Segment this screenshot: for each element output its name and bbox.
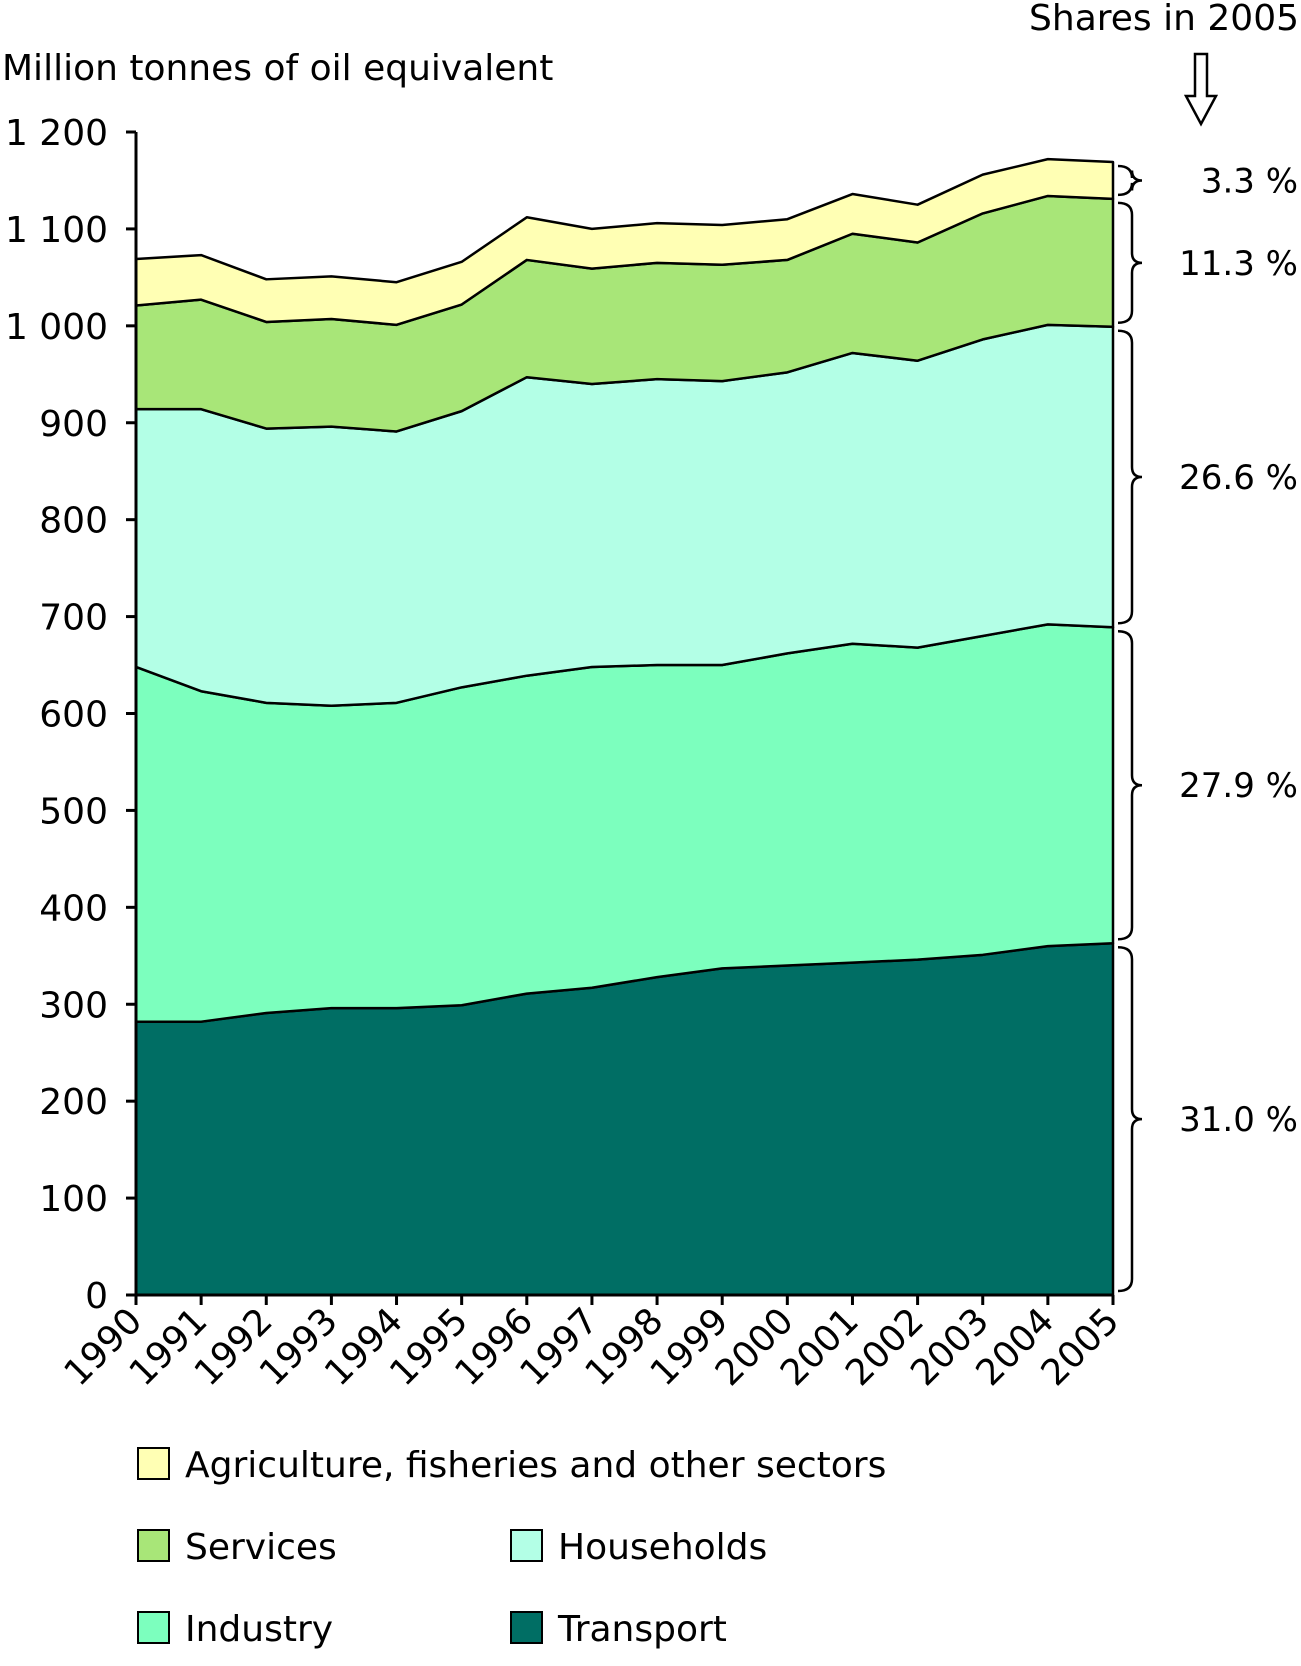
area-agriculture-fisheries-and-other-sectors (134, 157, 1115, 327)
legend-swatch-services (137, 1529, 170, 1562)
y-tick-label: 400 (39, 888, 108, 929)
x-tick-label: 2005 (1034, 1300, 1128, 1394)
shares-in-2005-title: Shares in 2005 (1029, 0, 1299, 39)
share-label-transport: 31.0 % (1179, 1100, 1298, 1140)
y-tick-label: 500 (39, 791, 108, 832)
y-tick-label: 700 (39, 598, 108, 639)
share-label-industry: 27.9 % (1179, 766, 1298, 806)
legend-label-services: Services (185, 1527, 337, 1568)
y-tick-label: 1 000 (5, 307, 108, 348)
legend-label-agriculture-fisheries-and-other-sectors: Agriculture, fisheries and other sectors (185, 1445, 886, 1486)
y-tick-label: 800 (39, 501, 108, 542)
share-brace-households (1117, 329, 1143, 625)
y-tick-label: 200 (39, 1082, 108, 1123)
share-brace-transport (1117, 945, 1143, 1293)
legend-swatch-households (510, 1529, 543, 1562)
legend-label-industry: Industry (185, 1609, 333, 1650)
y-tick-label: 1 100 (5, 210, 108, 251)
legend-label-transport: Transport (557, 1609, 727, 1650)
y-tick-label: 900 (39, 404, 108, 445)
y-axis-title: Million tonnes of oil equivalent (2, 48, 553, 89)
share-brace-services (1117, 201, 1143, 325)
y-tick-label: 0 (85, 1276, 108, 1317)
legend-swatch-agriculture-fisheries-and-other-sectors (137, 1447, 170, 1480)
y-tick-label: 100 (39, 1179, 108, 1220)
legend-label-households: Households (558, 1527, 767, 1568)
shares-arrow-icon (1183, 52, 1219, 127)
share-label-households: 26.6 % (1179, 458, 1298, 498)
y-tick-label: 600 (39, 695, 108, 736)
legend-swatch-industry (137, 1611, 170, 1644)
legend-swatch-transport (510, 1611, 543, 1644)
share-brace-agriculture-fisheries-and-other-sectors (1117, 164, 1143, 197)
y-tick-label: 300 (39, 985, 108, 1026)
share-label-services: 11.3 % (1179, 244, 1298, 284)
y-tick-label: 1 200 (5, 113, 108, 154)
share-label-agriculture-fisheries-and-other-sectors: 3.3 % (1201, 161, 1298, 201)
share-brace-industry (1117, 629, 1143, 941)
